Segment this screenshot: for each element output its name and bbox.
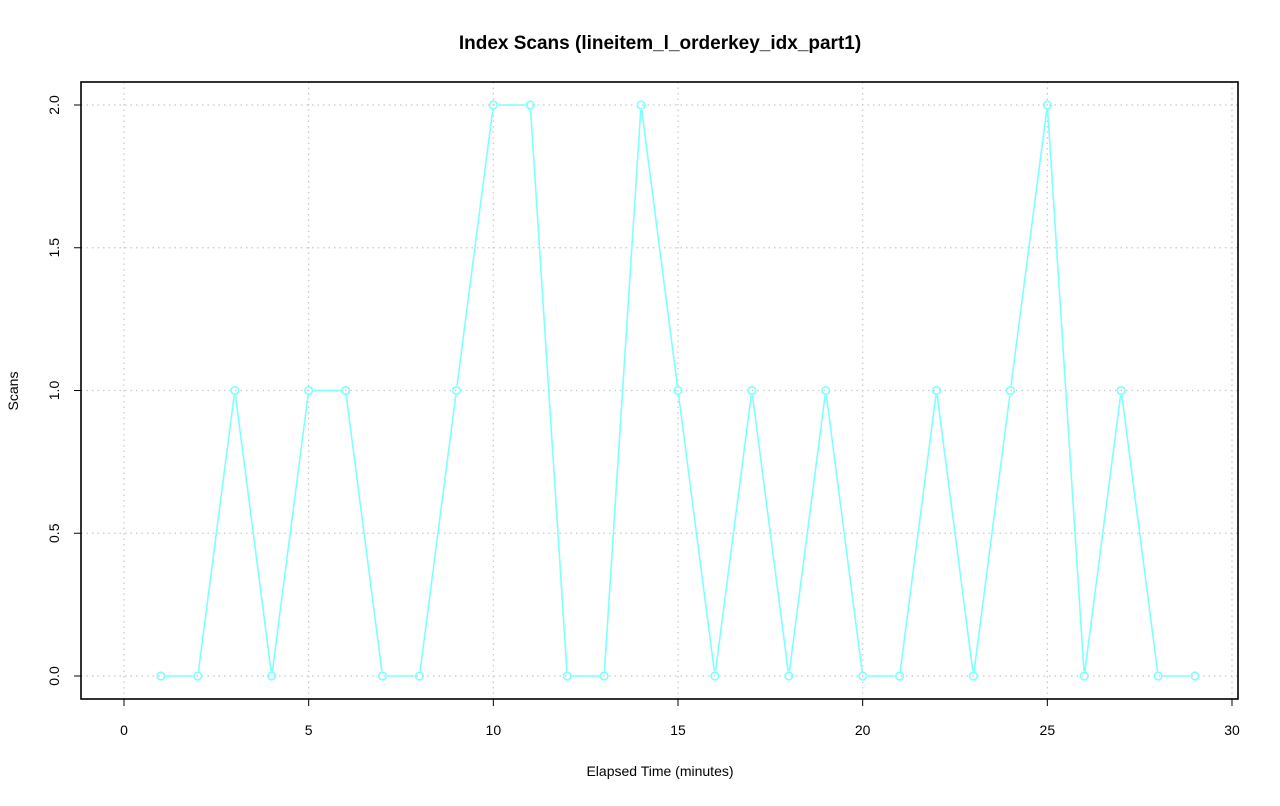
- x-tick-label: 20: [855, 722, 871, 738]
- chart-title: Index Scans (lineitem_l_orderkey_idx_par…: [459, 33, 861, 54]
- data-point: [488, 100, 498, 110]
- x-axis-label: Elapsed Time (minutes): [586, 763, 733, 779]
- data-point: [451, 385, 462, 396]
- series-line-segment: [456, 109, 494, 386]
- data-point: [1190, 671, 1200, 681]
- data-point: [1079, 671, 1089, 681]
- data-point: [858, 671, 868, 681]
- series-line-segment: [825, 395, 863, 672]
- data-point: [562, 671, 572, 681]
- series-layer: [156, 100, 1200, 681]
- x-tick-label: 10: [486, 722, 502, 738]
- x-tick-label: 0: [120, 722, 128, 738]
- series-line-segment: [1121, 395, 1159, 672]
- data-point: [156, 671, 166, 681]
- data-point: [377, 671, 388, 681]
- series-line-segment: [1010, 109, 1048, 386]
- y-tick-label: 1.0: [46, 381, 62, 401]
- data-point: [525, 100, 535, 110]
- y-tick-label: 0.0: [46, 666, 62, 686]
- x-tick-label: 30: [1224, 722, 1240, 738]
- series-line-segment: [529, 109, 568, 672]
- data-point: [1153, 671, 1163, 681]
- data-point: [414, 671, 425, 681]
- data-point: [968, 671, 979, 681]
- y-tick-label: 0.5: [46, 523, 62, 543]
- data-point: [673, 385, 683, 396]
- series-line-segment: [788, 395, 826, 672]
- data-point: [193, 671, 203, 681]
- data-point: [894, 671, 905, 681]
- data-point: [1042, 100, 1052, 110]
- y-tick-label: 1.5: [46, 238, 62, 258]
- y-axis-label: Scans: [5, 372, 21, 411]
- x-tick-label: 5: [305, 722, 313, 738]
- series-line-segment: [677, 395, 716, 672]
- data-point: [710, 671, 720, 681]
- series-line-segment: [899, 395, 937, 672]
- y-tick-label: 2.0: [46, 95, 62, 115]
- grid-lines: [81, 82, 1238, 699]
- series-line-segment: [271, 395, 309, 672]
- series-line-segment: [345, 395, 383, 672]
- data-point: [636, 100, 646, 110]
- series-line-segment: [419, 395, 457, 672]
- x-tick-label: 25: [1040, 722, 1056, 738]
- data-point: [267, 671, 277, 681]
- data-point: [747, 385, 757, 396]
- series-line-segment: [973, 395, 1011, 672]
- series-line-segment: [1084, 395, 1122, 672]
- series-line-segment: [640, 109, 679, 386]
- x-axis: 0 5 10 15 20 25 30: [120, 698, 1240, 738]
- data-point: [230, 385, 240, 396]
- data-point: [341, 385, 351, 396]
- data-point: [1116, 385, 1126, 396]
- series-line-segment: [936, 395, 974, 672]
- series-line-segment: [197, 395, 235, 672]
- series-line-segment: [751, 395, 789, 672]
- series-line-segment: [1046, 109, 1085, 672]
- data-point: [821, 385, 831, 396]
- data-point: [599, 671, 609, 681]
- x-tick-label: 15: [670, 722, 686, 738]
- y-axis: 0.0 0.5 1.0 1.5 2.0: [46, 95, 82, 686]
- data-point: [304, 385, 314, 396]
- data-point: [931, 385, 942, 396]
- series-line-segment: [234, 395, 272, 672]
- series-line-segment: [603, 109, 642, 672]
- data-point: [1005, 385, 1016, 396]
- data-point: [784, 671, 794, 681]
- series-line-segment: [714, 395, 753, 672]
